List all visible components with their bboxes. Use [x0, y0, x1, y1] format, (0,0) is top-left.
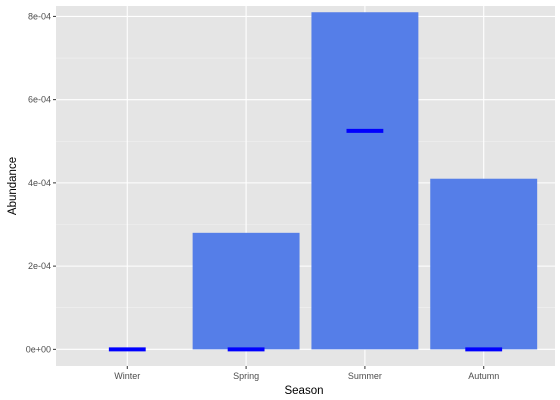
bar-spring [192, 232, 300, 350]
bar-autumn [430, 178, 538, 350]
y-tick-label: 8e-04 [28, 11, 51, 21]
x-tick-label: Spring [233, 371, 259, 381]
x-tick-label: Winter [114, 371, 140, 381]
y-tick-label: 6e-04 [28, 95, 51, 105]
x-tick-label: Summer [348, 371, 382, 381]
y-tick-label: 4e-04 [28, 178, 51, 188]
y-tick-label: 2e-04 [28, 261, 51, 271]
y-tick-label: 0e+00 [26, 344, 51, 354]
x-axis-title: Season [284, 385, 323, 397]
markers [108, 128, 503, 352]
x-tick-label: Autumn [468, 371, 499, 381]
bars [192, 12, 538, 350]
y-axis-title: Abundance [7, 157, 19, 215]
bar-summer [311, 12, 419, 350]
x-axis-ticks: Winter Spring Summer Autumn [114, 366, 499, 381]
y-axis-ticks: 0e+00 2e-04 4e-04 6e-04 8e-04 [26, 11, 56, 354]
